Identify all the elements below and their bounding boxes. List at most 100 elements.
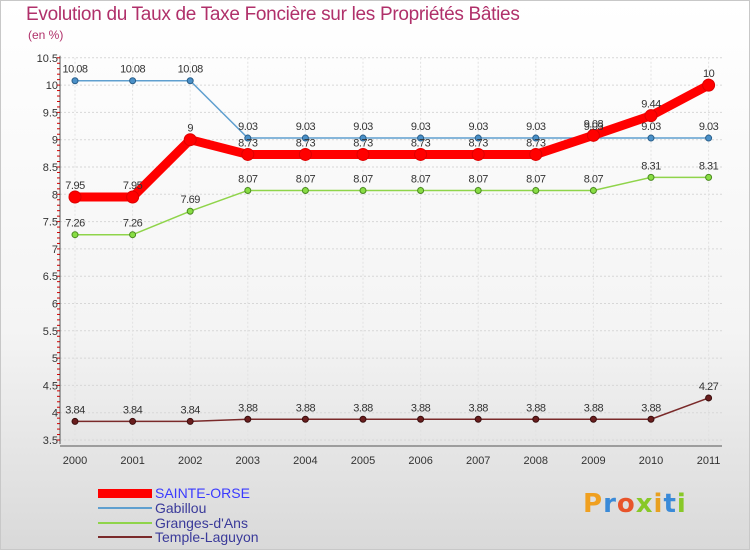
data-label: 9.03 (584, 121, 604, 133)
data-label: 8.07 (526, 173, 546, 185)
data-point (586, 128, 600, 142)
y-tick-label: 4 (52, 408, 58, 420)
data-label: 3.88 (411, 402, 431, 414)
data-point (301, 415, 309, 423)
data-point (529, 147, 543, 161)
y-tick-label: 9.5 (43, 107, 58, 119)
data-point (705, 173, 713, 181)
data-label: 9 (187, 123, 193, 135)
data-point (186, 207, 194, 215)
x-tick-label: 2007 (466, 455, 490, 467)
series-line-gabillou (75, 79, 709, 139)
proxiti-logo: Proxiti (583, 489, 687, 519)
data-label: 3.88 (468, 402, 488, 414)
data-point (417, 415, 425, 423)
data-label: 7.26 (123, 218, 143, 230)
legend-item: Gabillou (98, 500, 206, 516)
data-label: 8.73 (238, 137, 258, 149)
data-label: 3.88 (584, 402, 604, 414)
data-point (359, 134, 367, 142)
y-tick-label: 7 (52, 244, 58, 256)
data-label: 8.07 (584, 173, 604, 185)
data-point (471, 147, 485, 161)
data-point (414, 147, 428, 161)
data-label: 7.95 (65, 180, 85, 192)
data-label: 10.08 (120, 64, 145, 76)
data-point (359, 415, 367, 423)
data-point (244, 415, 252, 423)
data-label: 3.88 (238, 402, 258, 414)
x-tick-label: 2000 (63, 455, 87, 467)
y-tick-label: 8 (52, 189, 58, 201)
logo-letter: i (676, 489, 687, 519)
chart-title: Evolution du Taux de Taxe Foncière sur l… (26, 4, 520, 25)
x-tick-label: 2008 (524, 455, 548, 467)
x-tick-label: 2001 (120, 455, 144, 467)
series-line-sainte-orse (75, 81, 711, 202)
data-point (71, 77, 79, 85)
data-label: 3.84 (123, 404, 143, 416)
data-point (71, 417, 79, 425)
data-point (647, 134, 655, 142)
data-label: 3.88 (526, 402, 546, 414)
y-tick-label: 7.5 (43, 217, 58, 229)
data-point (532, 415, 540, 423)
x-tick-label: 2002 (178, 455, 202, 467)
data-label: 8.07 (411, 173, 431, 185)
data-point (417, 134, 425, 142)
data-point (356, 147, 370, 161)
data-label: 8.07 (238, 173, 258, 185)
data-point (68, 190, 82, 204)
data-label: 3.88 (641, 402, 661, 414)
data-label: 9.03 (238, 121, 258, 133)
data-label: 8.07 (296, 173, 316, 185)
data-point (183, 133, 197, 147)
data-label: 8.31 (641, 160, 661, 172)
x-tick-label: 2006 (408, 455, 432, 467)
data-label: 9.03 (296, 121, 316, 133)
data-label: 9.03 (699, 121, 719, 133)
y-tick-label: 10.5 (37, 53, 58, 65)
data-point (129, 77, 137, 85)
data-label: 8.73 (468, 137, 488, 149)
y-tick-label: 4.5 (43, 380, 58, 392)
data-point (359, 186, 367, 194)
logo-letter: P (583, 489, 604, 519)
data-label: 3.88 (353, 402, 373, 414)
data-point (589, 415, 597, 423)
data-point (644, 109, 658, 123)
data-label: 10 (703, 68, 715, 80)
data-point (474, 186, 482, 194)
series-line-temple-laguyon (75, 397, 709, 423)
y-tick-label: 10 (46, 80, 58, 92)
data-label: 10.08 (62, 64, 87, 76)
y-tick-label: 3.5 (43, 435, 58, 447)
data-label: 8.73 (353, 137, 373, 149)
data-point (647, 173, 655, 181)
y-tick-label: 6.5 (43, 271, 58, 283)
data-point (589, 186, 597, 194)
logo-letter: i (653, 489, 664, 519)
data-point (301, 186, 309, 194)
data-label: 3.84 (65, 404, 85, 416)
x-tick-label: 2005 (351, 455, 375, 467)
data-point (417, 186, 425, 194)
data-point (129, 417, 137, 425)
data-label: 9.03 (641, 121, 661, 133)
legend-label: Granges-d'Ans (155, 515, 248, 531)
data-label: 9.03 (411, 121, 431, 133)
data-label: 8.73 (296, 137, 316, 149)
y-tick-label: 9 (52, 135, 58, 147)
y-axis-unit: (en %) (28, 28, 64, 42)
data-point (301, 134, 309, 142)
data-label: 10.08 (178, 64, 203, 76)
legend-label: SAINTE-ORSE (155, 485, 250, 501)
data-label: 8.73 (411, 137, 431, 149)
data-label: 8.31 (699, 160, 719, 172)
data-label: 9.03 (353, 121, 373, 133)
data-point (532, 186, 540, 194)
legend-item: Granges-d'Ans (98, 515, 248, 531)
data-label: 8.73 (526, 137, 546, 149)
series-line-granges-d-ans (75, 176, 709, 236)
